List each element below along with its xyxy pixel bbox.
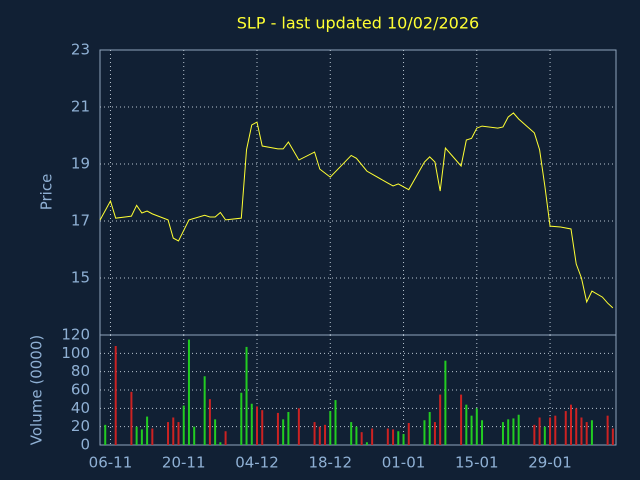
- volume-bar: [224, 431, 227, 445]
- x-tick-label: 29-01: [528, 454, 572, 472]
- volume-bar: [177, 422, 180, 445]
- y-tick-label: 19: [71, 155, 90, 173]
- volume-bar: [564, 411, 567, 445]
- volume-bar: [182, 405, 185, 445]
- volume-bar: [130, 391, 133, 445]
- volume-bar: [433, 422, 436, 445]
- volume-bar: [543, 426, 546, 445]
- x-tick-label: 01-01: [382, 454, 426, 472]
- volume-bar: [554, 415, 557, 445]
- volume-bar: [329, 411, 332, 445]
- volume-bar: [318, 426, 321, 445]
- y-tick-label: 100: [61, 344, 90, 362]
- volume-bar: [261, 410, 264, 445]
- volume-bar: [360, 432, 363, 445]
- y-tick-label: 15: [71, 269, 90, 287]
- volume-bar: [501, 422, 504, 445]
- volume-bar: [470, 415, 473, 445]
- volume-bar: [481, 420, 484, 445]
- volume-bar: [465, 404, 468, 445]
- volume-bar: [114, 346, 117, 445]
- volume-bar: [397, 431, 400, 445]
- y-tick-label: 23: [71, 41, 90, 59]
- volume-bar: [355, 426, 358, 445]
- y-tick-label: 60: [71, 381, 90, 399]
- volume-bar: [151, 428, 154, 445]
- volume-bar: [287, 412, 290, 445]
- volume-bar: [324, 424, 327, 445]
- x-tick-label: 04-12: [235, 454, 279, 472]
- volume-bar: [297, 408, 300, 445]
- volume-bar: [203, 376, 206, 445]
- volume-bar: [444, 360, 447, 445]
- volume-bar: [538, 417, 541, 445]
- volume-bar: [313, 422, 316, 445]
- volume-bar: [135, 426, 138, 445]
- volume-bar: [140, 429, 143, 445]
- volume-bar: [214, 419, 217, 445]
- y-tick-label: 40: [71, 399, 90, 417]
- volume-bar: [423, 420, 426, 445]
- volume-bar: [167, 422, 170, 445]
- volume-bar: [590, 420, 593, 445]
- y-tick-label: 20: [71, 417, 90, 435]
- y-tick-label: 21: [71, 98, 90, 116]
- volume-bar: [240, 392, 243, 445]
- volume-bar: [219, 442, 222, 445]
- volume-bar: [386, 428, 389, 445]
- volume-bar: [407, 423, 410, 445]
- volume-bar: [187, 339, 190, 445]
- volume-bar: [365, 442, 368, 445]
- x-tick-label: 20-11: [162, 454, 206, 472]
- volume-bar: [517, 414, 520, 445]
- volume-bar: [350, 422, 353, 445]
- volume-bar: [104, 424, 107, 445]
- volume-bar: [611, 428, 614, 445]
- x-tick-label: 06-11: [89, 454, 133, 472]
- volume-bar: [585, 422, 588, 445]
- volume-bar: [533, 424, 536, 445]
- volume-bar: [334, 400, 337, 445]
- volume-bar: [276, 412, 279, 445]
- volume-bar: [250, 403, 253, 445]
- volume-bar: [245, 346, 248, 445]
- y-axis-label: Volume (0000): [28, 335, 46, 445]
- volume-bar: [255, 406, 258, 445]
- volume-bar: [575, 408, 578, 445]
- volume-bar: [402, 434, 405, 445]
- volume-bar: [606, 415, 609, 445]
- y-tick-label: 0: [80, 436, 90, 454]
- volume-bar: [193, 426, 196, 445]
- y-axis-label: Price: [38, 174, 56, 211]
- volume-bar: [549, 417, 552, 445]
- y-tick-label: 17: [71, 212, 90, 230]
- y-tick-label: 120: [61, 326, 90, 344]
- volume-bar: [580, 417, 583, 445]
- volume-bar: [475, 408, 478, 445]
- volume-bar: [439, 394, 442, 445]
- x-tick-label: 18-12: [308, 454, 352, 472]
- x-tick-label: 15-01: [455, 454, 499, 472]
- volume-bar: [428, 412, 431, 445]
- volume-bar: [371, 428, 374, 445]
- chart-title: SLP - last updated 10/02/2026: [237, 14, 479, 33]
- volume-bar: [569, 404, 572, 445]
- volume-bar: [392, 429, 395, 445]
- y-tick-label: 80: [71, 362, 90, 380]
- volume-bar: [512, 418, 515, 445]
- volume-bar: [282, 419, 285, 445]
- volume-bar: [507, 419, 510, 445]
- volume-bar: [208, 399, 211, 445]
- volume-bar: [172, 417, 175, 445]
- price-line: [99, 112, 614, 309]
- volume-bar: [460, 394, 463, 445]
- volume-bar: [146, 416, 149, 445]
